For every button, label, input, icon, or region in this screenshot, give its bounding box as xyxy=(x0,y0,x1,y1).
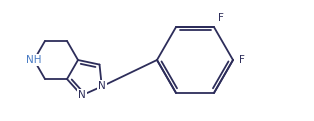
Text: F: F xyxy=(239,55,245,65)
Text: N: N xyxy=(98,81,106,91)
Text: N: N xyxy=(78,90,86,100)
Text: NH: NH xyxy=(26,55,42,65)
Text: F: F xyxy=(218,13,224,23)
